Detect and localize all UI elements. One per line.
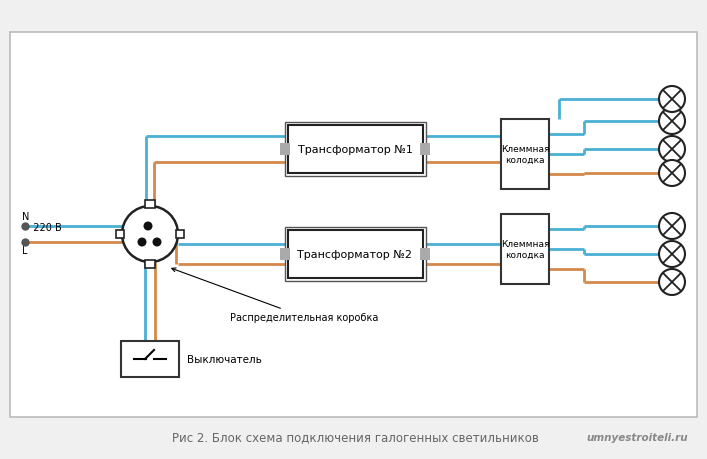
Bar — [145, 260, 155, 269]
Bar — [176, 230, 184, 239]
Bar — [420, 144, 430, 156]
Bar — [501, 120, 549, 190]
Text: Трансформатор №1: Трансформатор №1 — [298, 145, 412, 155]
Circle shape — [659, 161, 685, 187]
Text: umnyestroiteli.ru: umnyestroiteli.ru — [586, 432, 688, 442]
Text: Распределительная коробка: Распределительная коробка — [172, 269, 378, 322]
Text: Рис 2. Блок схема подключения галогенных светильников: Рис 2. Блок схема подключения галогенных… — [172, 431, 539, 443]
Text: ~ 220 В: ~ 220 В — [22, 223, 62, 233]
Circle shape — [659, 241, 685, 268]
Bar — [10, 33, 697, 417]
Text: Трансформатор №2: Трансформатор №2 — [298, 249, 412, 259]
Bar — [121, 341, 179, 377]
Text: Клеммная
колодка: Клеммная колодка — [501, 145, 549, 165]
Bar — [145, 201, 155, 208]
Circle shape — [153, 238, 161, 247]
Circle shape — [659, 269, 685, 295]
Circle shape — [122, 207, 178, 263]
Text: L: L — [22, 246, 28, 256]
Bar — [280, 144, 290, 156]
Bar — [288, 230, 423, 279]
Circle shape — [659, 137, 685, 162]
Bar — [288, 126, 423, 174]
Text: Выключатель: Выключатель — [187, 354, 262, 364]
Circle shape — [659, 213, 685, 240]
Bar — [280, 248, 290, 260]
Bar — [285, 228, 426, 281]
Circle shape — [659, 109, 685, 134]
Text: N: N — [22, 212, 30, 222]
Circle shape — [144, 222, 153, 231]
Bar — [501, 214, 549, 285]
Bar — [116, 230, 124, 239]
Text: Клеммная
колодка: Клеммная колодка — [501, 240, 549, 259]
Circle shape — [659, 87, 685, 113]
Bar — [285, 123, 426, 177]
Circle shape — [137, 238, 146, 247]
Bar — [420, 248, 430, 260]
